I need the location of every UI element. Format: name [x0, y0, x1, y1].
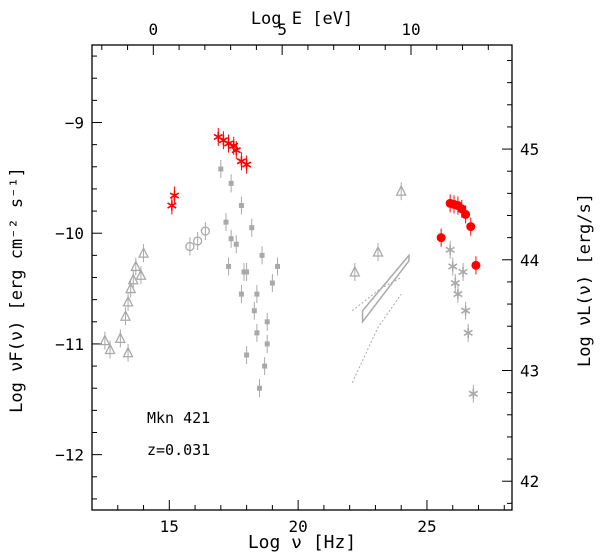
data-point-circle: [200, 226, 211, 236]
data-point-star: [241, 159, 252, 170]
data-point-square: [269, 280, 275, 286]
star-stroke: [458, 268, 468, 276]
data-point-filled-circle: [436, 233, 446, 243]
star-stroke: [445, 246, 455, 254]
data-point-star: [236, 156, 247, 167]
data-point-square: [256, 385, 262, 391]
top-tick-label: 0: [149, 20, 159, 39]
y-tick-label: −9: [65, 114, 84, 133]
y-axis-label: Log νF(ν) [erg cm⁻² s⁻¹]: [7, 167, 27, 413]
data-point-square: [244, 269, 250, 275]
data-point-triangle: [372, 245, 384, 257]
right-tick-label: 42: [520, 472, 539, 491]
data-point-square: [218, 166, 224, 172]
data-point-triangle: [99, 334, 111, 346]
star-stroke: [468, 390, 479, 397]
star-stroke: [450, 279, 461, 287]
data-point-filled-circle: [461, 209, 471, 219]
data-point-square: [228, 236, 234, 242]
data-point-square: [262, 363, 268, 369]
data-point-square: [254, 330, 260, 336]
data-point-star: [460, 305, 471, 316]
data-point-star: [445, 244, 455, 255]
star-stroke: [241, 161, 252, 168]
star-stroke: [463, 329, 473, 337]
fermi-bowtie: [361, 253, 410, 325]
data-point-triangle: [349, 265, 361, 277]
data-point-square: [238, 203, 244, 209]
data-point-square: [259, 252, 265, 258]
data-point-triangle: [395, 184, 407, 196]
y-tick-label: −10: [55, 224, 84, 243]
data-point-triangle: [127, 273, 139, 285]
star-stroke: [236, 158, 247, 165]
star-stroke: [223, 140, 234, 147]
data-point-square: [244, 352, 250, 358]
data-point-square: [241, 269, 247, 275]
data-point-star: [218, 135, 229, 146]
data-point-square: [275, 263, 281, 269]
y-tick-label: −12: [55, 446, 84, 465]
data-point-triangle: [135, 268, 147, 280]
x-axis-label: Log ν [Hz]: [248, 532, 356, 553]
star-stroke: [218, 137, 229, 144]
data-point-square: [226, 263, 232, 269]
data-point-square: [238, 291, 244, 297]
right-axis-label: Log νL(ν) [erg/s]: [575, 193, 595, 367]
star-stroke: [448, 263, 458, 270]
star-stroke: [169, 192, 180, 199]
data-point-triangle: [114, 331, 126, 344]
data-point-triangle: [137, 246, 150, 258]
star-stroke: [231, 146, 241, 154]
x-tick-label: 25: [417, 517, 436, 536]
data-point-star: [463, 327, 473, 338]
data-point-square: [228, 180, 234, 186]
data-point-triangle: [122, 346, 134, 358]
data-point-square: [249, 225, 255, 231]
top-tick-label: 10: [401, 20, 420, 39]
data-point-square: [254, 291, 260, 297]
right-tick-label: 43: [520, 362, 539, 381]
fermi-bowtie-lower: [351, 293, 402, 383]
x-tick-label: 20: [289, 517, 308, 536]
data-point-star: [453, 289, 463, 300]
data-point-triangle: [104, 343, 116, 355]
data-point-square: [223, 219, 229, 225]
data-point-square: [233, 241, 239, 247]
y-tick-label: −11: [55, 335, 84, 354]
data-point-star: [448, 261, 458, 272]
data-point-square: [251, 308, 257, 314]
right-tick-label: 44: [520, 251, 539, 270]
x-tick-label: 15: [160, 517, 179, 536]
right-tick-label: 45: [520, 140, 539, 159]
star-stroke: [460, 307, 471, 314]
redshift-label: z=0.031: [147, 441, 210, 459]
data-point-triangle: [122, 295, 134, 307]
data-point-filled-circle: [471, 260, 481, 270]
top-axis-label: Log E [eV]: [251, 9, 353, 29]
source-name-label: Mkn 421: [147, 409, 210, 427]
data-point-square: [264, 319, 270, 325]
data-point-star: [169, 190, 180, 201]
data-point-circle: [192, 236, 203, 246]
data-point-triangle: [119, 309, 132, 321]
star-stroke: [213, 133, 223, 141]
data-point-triangle: [130, 259, 142, 272]
top-tick-label: 5: [277, 20, 287, 39]
data-point-square: [264, 341, 270, 347]
star-stroke: [453, 290, 463, 298]
data-point-star: [458, 266, 468, 277]
data-point-star: [213, 131, 223, 142]
data-point-star: [450, 278, 461, 289]
data-point-star: [231, 145, 241, 156]
data-point-filled-circle: [466, 222, 476, 232]
data-point-star: [468, 388, 479, 399]
data-point-circle: [185, 241, 195, 252]
